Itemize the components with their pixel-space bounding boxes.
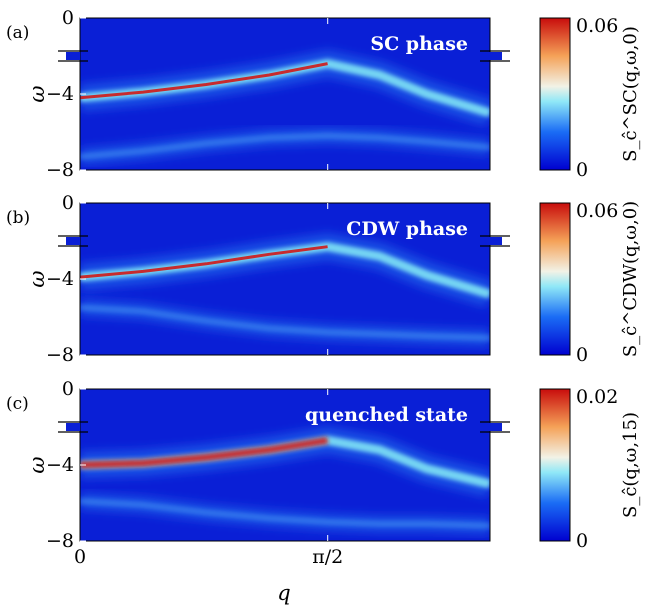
x-tick-label: π/2	[312, 546, 343, 568]
y-tick-label: −4	[46, 454, 74, 476]
x-axis-label: q	[277, 581, 290, 605]
colorbar-max-label: 0.06	[576, 200, 618, 222]
band-lower	[80, 498, 490, 529]
axis-break-gap	[488, 52, 502, 60]
axis-break-gap	[66, 237, 80, 245]
spectral-bands	[80, 233, 490, 346]
y-tick-label: 0	[62, 378, 74, 400]
colorbar	[539, 202, 571, 356]
phase-annotation: CDW phase	[346, 218, 468, 240]
y-tick-label: −8	[46, 344, 74, 366]
x-tick-label: 0	[74, 546, 86, 568]
band-lower	[80, 132, 490, 160]
panel-label: (b)	[6, 208, 30, 228]
colorbar-min-label: 0	[576, 530, 588, 552]
y-tick-label: −4	[46, 268, 74, 290]
panel-label: (a)	[6, 23, 29, 43]
colorbar-label: S_ĉ^CDW(q,ω,0)	[620, 201, 641, 357]
y-tick-label: −8	[46, 159, 74, 181]
colorbar	[539, 388, 571, 542]
y-tick-label: 0	[62, 192, 74, 214]
phase-annotation: quenched state	[305, 404, 468, 426]
y-tick-label: 0	[62, 7, 74, 29]
colorbar-max-label: 0.02	[576, 386, 618, 408]
spectral-bands	[80, 50, 490, 165]
band-peak-core	[80, 436, 329, 469]
y-tick-label: −8	[46, 530, 74, 552]
panel-label: (c)	[6, 394, 29, 414]
axis-break-gap	[66, 52, 80, 60]
colorbar-max-label: 0.06	[576, 15, 618, 37]
band-peak-core	[80, 245, 328, 279]
colorbar-label: S_ĉ^SC(q,ω,0)	[620, 26, 641, 162]
band-peak-core	[80, 62, 328, 100]
axis-break-gap	[488, 237, 502, 245]
y-axis-label: ω	[25, 270, 49, 287]
y-axis-label: ω	[25, 456, 49, 473]
colorbar-min-label: 0	[576, 159, 588, 181]
panel-2: 0 −4 −8 (b) CDW phase ω 0.06 0 S_ĉ^CDW(q,ω,0)	[6, 192, 641, 366]
colorbar	[539, 17, 571, 171]
band-lower	[80, 304, 490, 341]
spectral-bands	[80, 427, 490, 534]
colorbar-min-label: 0	[576, 344, 588, 366]
panel-1: 0 −4 −8 (a) SC phase ω 0.06 0 S_ĉ^SC(q,ω,0)	[6, 7, 641, 181]
y-axis-label: ω	[25, 85, 49, 102]
panel-3: 0 −4 −8 (c) quenched state ω 0.02 0 S_ĉ(q,ω,15)	[6, 378, 641, 552]
colorbar-label: S_ĉ(q,ω,15)	[620, 412, 641, 518]
axis-break-gap	[66, 423, 80, 431]
phase-annotation: SC phase	[370, 33, 468, 55]
y-tick-label: −4	[46, 83, 74, 105]
axis-break-gap	[488, 423, 502, 431]
